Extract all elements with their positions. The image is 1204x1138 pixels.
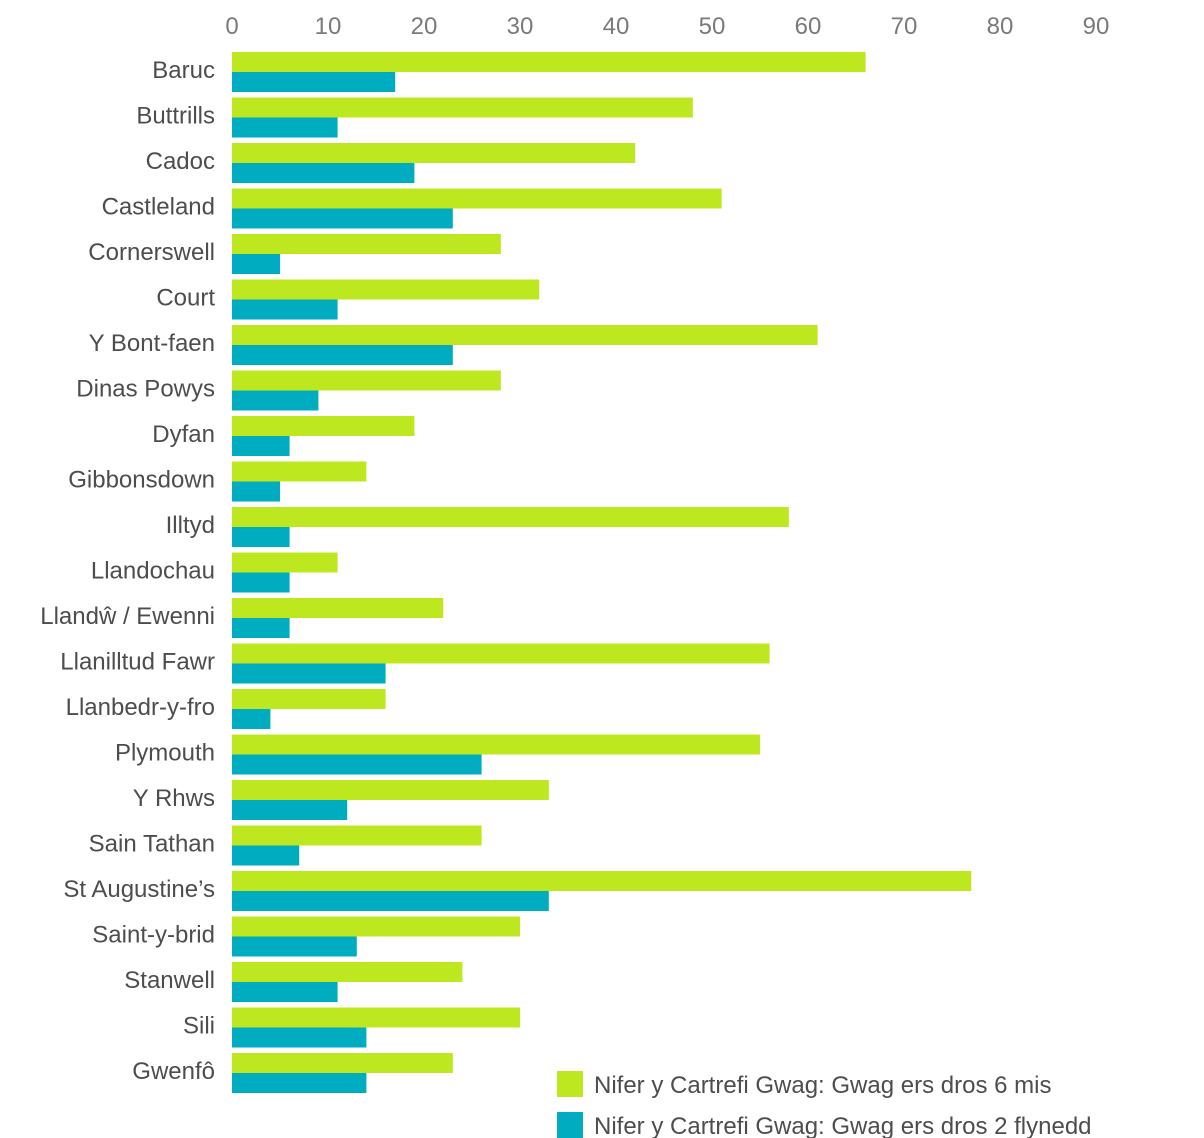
category-label: Illtyd [166,512,215,539]
bar-2-years [232,891,549,911]
bar-6-months [232,689,386,709]
x-tick-label: 50 [699,13,726,40]
bar-6-months [232,325,818,345]
bar-6-months [232,188,722,209]
bar-6-months [232,97,693,118]
category-label: Castleland [102,194,215,221]
x-tick-label: 90 [1083,13,1110,40]
category-label: Dinas Powys [76,376,215,403]
category-label: Llandochau [91,558,215,585]
x-axis-ticks: 0 10 20 30 40 50 60 70 80 90 [225,13,1109,40]
bar-6-months [232,916,520,937]
legend-label: Nifer y Cartrefi Gwag: Gwag ers dros 6 m… [594,1072,1051,1099]
bar-2-years [232,527,290,547]
x-tick-label: 40 [603,13,630,40]
category-label: Cornerswell [88,239,215,266]
bar-2-years [232,345,453,365]
bar-6-months [232,416,415,436]
bar-6-months [232,780,549,800]
x-tick-label: 30 [507,13,534,40]
bar-2-years [232,845,300,866]
bar-2-years [232,299,338,320]
bar-6-months [232,52,866,72]
bar-2-years [232,72,396,92]
bar-6-months [232,279,540,300]
category-label: Court [156,285,215,312]
bar-6-months [232,598,444,618]
bar-6-months [232,871,972,891]
category-label: Llanilltud Fawr [60,649,215,676]
x-tick-label: 70 [891,13,918,40]
category-labels: Baruc Buttrills Cadoc Castleland Cornerswell… [40,57,215,1085]
bar-2-years [232,254,280,274]
bar-2-years [232,754,482,775]
bar-2-years [232,663,386,684]
legend-label: Nifer y Cartrefi Gwag: Gwag ers dros 2 f… [594,1113,1092,1138]
bar-6-months [232,370,501,391]
category-label: Plymouth [115,740,215,767]
bar-6-months [232,825,482,846]
bar-6-months [232,507,789,527]
bar-2-years [232,800,348,820]
category-label: Buttrills [136,103,215,130]
bar-2-years [232,936,357,957]
category-label: Saint-y-brid [92,922,215,949]
bar-2-years [232,481,280,502]
x-tick-label: 10 [315,13,342,40]
category-label: St Augustine’s [63,876,215,903]
bar-2-years [232,117,338,138]
x-tick-label: 0 [225,13,238,40]
bar-6-months [232,962,463,982]
category-label: Llandŵ / Ewenni [40,603,215,630]
bar-2-years [232,572,290,593]
category-label: Sain Tathan [89,831,215,858]
category-label: Y Bont-faen [89,330,215,357]
bar-6-months [232,1007,520,1028]
bars [232,52,972,1093]
category-label: Dyfan [152,421,215,448]
bar-6-months [232,234,501,254]
bar-6-months [232,643,770,664]
bar-6-months [232,734,760,755]
bar-2-years [232,436,290,456]
bar-6-months [232,1053,453,1073]
bar-2-years [232,709,271,729]
legend-swatch [557,1071,583,1097]
category-label: Baruc [152,57,215,84]
x-tick-label: 80 [987,13,1014,40]
x-tick-label: 60 [795,13,822,40]
category-label: Gibbonsdown [68,467,215,494]
x-tick-label: 20 [411,13,438,40]
category-label: Stanwell [124,967,215,994]
bar-2-years [232,982,338,1002]
bar-2-years [232,618,290,638]
bar-2-years [232,208,453,229]
legend-swatch [557,1112,583,1138]
category-label: Gwenfô [132,1058,215,1085]
category-label: Cadoc [146,148,215,175]
bar-2-years [232,390,319,411]
category-label: Sili [183,1013,215,1040]
bar-2-years [232,163,415,183]
bar-6-months [232,461,367,482]
bar-2-years [232,1027,367,1048]
category-label: Llanbedr-y-fro [66,694,215,721]
bar-6-months [232,143,636,163]
legend: Nifer y Cartrefi Gwag: Gwag ers dros 6 m… [557,1071,1092,1138]
bar-6-months [232,552,338,573]
category-label: Y Rhws [133,785,215,812]
bar-2-years [232,1073,367,1093]
